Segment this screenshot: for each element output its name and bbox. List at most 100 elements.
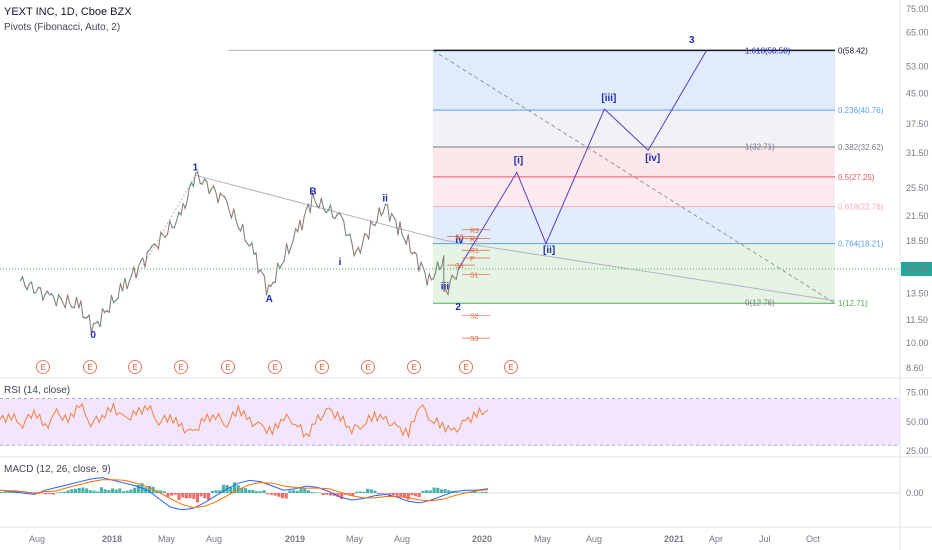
macd-histogram-bar [395, 493, 399, 496]
price-tick-label: 65.00 [906, 28, 929, 38]
macd-histogram-bar [162, 491, 166, 493]
macd-histogram-bar [181, 493, 185, 498]
macd-histogram-bar [295, 490, 299, 493]
macd-histogram-bar [33, 493, 37, 495]
pivot-label-R1: R1 [470, 248, 479, 255]
price-tick-label: 25.50 [906, 183, 929, 193]
macd-histogram-bar [439, 489, 444, 493]
macd-histogram-bar [299, 487, 303, 493]
rsi-tick-label: 50.00 [906, 417, 929, 427]
rsi-indicator-label[interactable]: RSI (14, close) [4, 385, 71, 396]
trendline [195, 174, 444, 241]
pivot-label-S2: S2 [455, 235, 464, 242]
current-price-badge [901, 261, 932, 276]
macd-histogram-bar [218, 490, 222, 493]
macd-histogram-bar [380, 493, 384, 494]
wave-label: 3 [689, 35, 695, 46]
macd-pane[interactable] [0, 477, 900, 511]
earnings-marker [268, 360, 282, 374]
rsi-tick-label: 75.00 [906, 388, 929, 398]
wave-label: [i] [514, 156, 523, 167]
macd-histogram-bar [351, 493, 355, 496]
price-tick-label: 37.50 [906, 119, 929, 129]
pivot-label-P: P [470, 256, 475, 263]
earnings-label: E [226, 363, 231, 372]
price-tick-label: 53.00 [906, 62, 929, 72]
macd-histogram-bar [214, 490, 218, 493]
macd-histogram-bar [480, 492, 484, 493]
macd-histogram-bar [96, 491, 100, 493]
trendline [443, 239, 836, 302]
macd-histogram-bar [129, 489, 133, 493]
macd-histogram-bar [262, 490, 266, 493]
macd-histogram-bar [443, 489, 447, 493]
fib-inline-label: 1.618(58.58) [745, 46, 791, 55]
fib-inline-label: 1(32.71) [745, 143, 775, 152]
price-tick-label: 31.50 [906, 148, 929, 158]
fib-zone-0 [433, 50, 835, 111]
macd-histogram-bar [366, 488, 370, 493]
macd-histogram-bar [432, 487, 436, 493]
macd-histogram-bar [325, 493, 329, 495]
time-tick-label: 2020 [472, 534, 492, 544]
fib-trend-dashed [432, 49, 836, 304]
macd-histogram-bar [122, 491, 126, 493]
pivot-label-S3: S3 [470, 336, 479, 343]
macd-histogram-bar [59, 492, 63, 493]
macd-indicator-label[interactable]: MACD (12, 26, close, 9) [4, 464, 111, 475]
earnings-label: E [464, 363, 469, 372]
macd-histogram-bar [170, 493, 174, 496]
wave-label: ii [382, 193, 388, 204]
earnings-label: E [509, 363, 514, 372]
macd-histogram-bar [273, 493, 277, 496]
time-tick-label: 2021 [664, 534, 684, 544]
time-tick-label: May [534, 534, 552, 544]
macd-histogram-bar [25, 492, 29, 493]
macd-histogram-bar [388, 493, 392, 497]
macd-histogram-bar [310, 491, 314, 493]
earnings-label: E [41, 363, 46, 372]
fib-label-0.618: 0.618(22.76) [838, 203, 884, 212]
fib-zone-0.236 [433, 110, 835, 148]
macd-histogram-bar [136, 484, 140, 493]
earnings-marker [174, 360, 188, 374]
pivot-label-S3: S3 [455, 263, 464, 270]
pivot-label-S2: S2 [470, 314, 479, 321]
earnings-label: E [133, 363, 138, 372]
macd-histogram-bar [92, 490, 96, 493]
macd-line [0, 477, 489, 511]
macd-histogram-bar [288, 490, 292, 493]
macd-histogram-bar [255, 491, 259, 493]
symbol-title[interactable]: YEXT INC, 1D, Cboe BZX [4, 6, 132, 18]
macd-histogram-bar [473, 491, 477, 493]
macd-histogram-bar [195, 493, 200, 503]
earnings-marker [459, 360, 473, 374]
price-tick-label: 45.00 [906, 89, 929, 99]
time-tick-label: Jul [759, 534, 771, 544]
macd-histogram-bar [114, 489, 118, 493]
macd-histogram-bar [476, 492, 481, 493]
macd-histogram-bar [36, 493, 41, 494]
macd-histogram-bar [306, 490, 310, 493]
wave-label: [iii] [601, 93, 616, 104]
macd-histogram-bar [118, 488, 122, 493]
macd-histogram-bar [391, 493, 395, 496]
earnings-label: E [88, 363, 93, 372]
earnings-marker [315, 360, 329, 374]
rsi-pane[interactable] [0, 398, 900, 446]
macd-histogram-bar [454, 492, 458, 493]
earnings-label: E [273, 363, 278, 372]
fib-label-0.236: 0.236(40.76) [838, 106, 884, 115]
macd-histogram-bar [369, 489, 373, 493]
macd-histogram-bar [347, 493, 351, 496]
price-pane[interactable]: 0(58.42) 0.236(40.76) 0.382(32.62) 0.5(27.2… [0, 35, 900, 374]
macd-histogram-bar [410, 493, 414, 496]
macd-histogram-bar [188, 493, 192, 499]
macd-histogram-bar [244, 488, 248, 493]
pivots-indicator-label[interactable]: Pivots (Fibonacci, Auto, 2) [4, 22, 121, 33]
time-tick-label: 2019 [285, 534, 305, 544]
time-tick-label: 2018 [102, 534, 122, 544]
earnings-marker [83, 360, 97, 374]
price-tick-label: 13.50 [906, 288, 929, 298]
